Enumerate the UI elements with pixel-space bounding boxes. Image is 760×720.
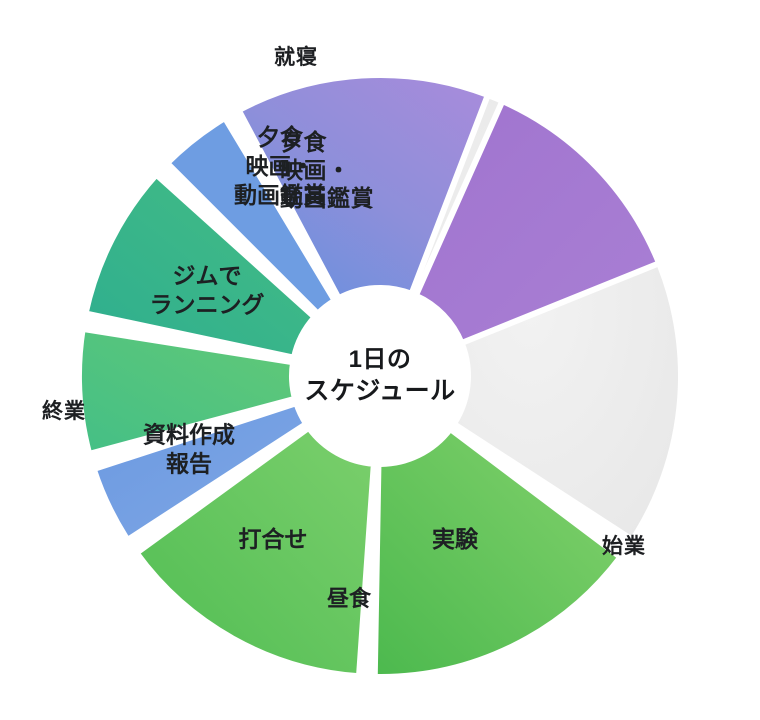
center-title-line2: スケジュール xyxy=(304,377,456,406)
segment-label-9: 映画・ xyxy=(246,153,315,179)
segment-label-9: 夕食 xyxy=(257,124,304,150)
segment-label-8: ランニング xyxy=(150,292,265,318)
segment-label-6: 報告 xyxy=(166,451,212,477)
annotation-bedtime: 就寝 xyxy=(274,46,318,69)
chart-center-hub: 1日の スケジュール xyxy=(292,288,468,464)
segment-label-4: 昼食 xyxy=(327,586,372,611)
center-title-line1: 1日の xyxy=(348,346,412,374)
segment-label-8: ジムで xyxy=(173,263,242,289)
segment-label-9: 動画鑑賞 xyxy=(234,182,326,208)
annotation-work-end: 終業 xyxy=(42,400,86,423)
segment-label-5: 打合せ xyxy=(239,526,308,552)
annotation-work-start: 始業 xyxy=(602,535,646,558)
segment-label-2: 実験 xyxy=(432,526,479,552)
segment-label-6: 資料作成 xyxy=(143,422,235,448)
